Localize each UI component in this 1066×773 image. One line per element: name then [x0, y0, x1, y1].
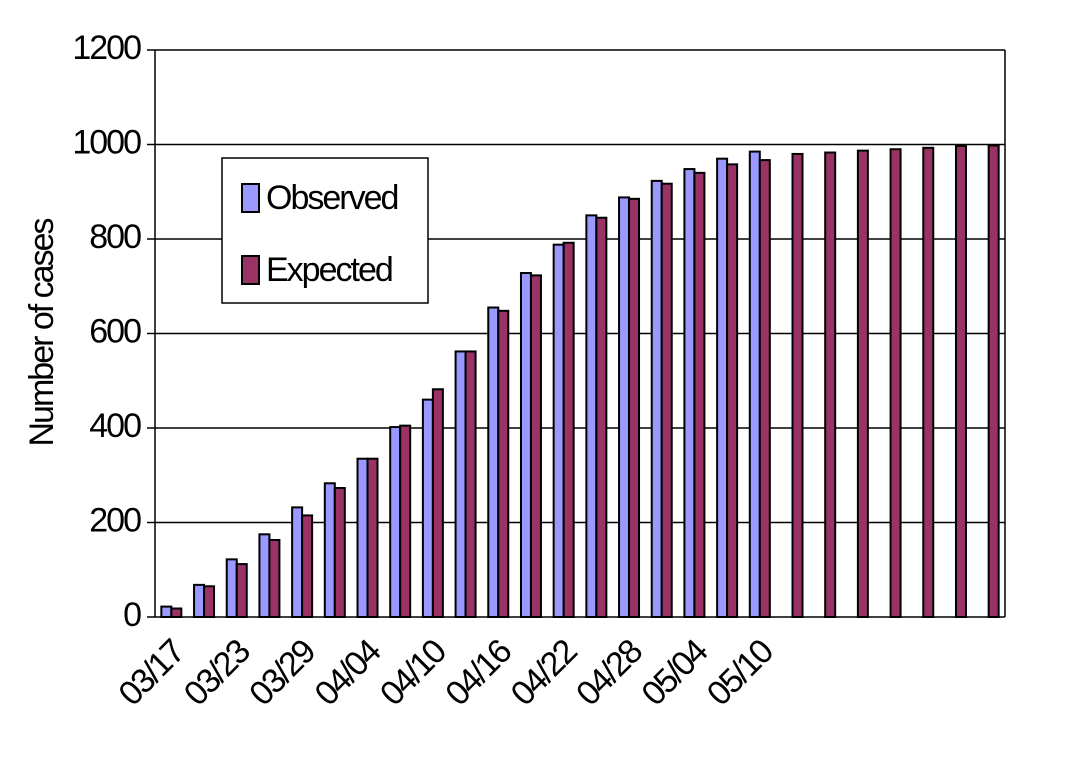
bar: [716, 157, 729, 619]
y-axis-label: Number of cases: [23, 219, 61, 447]
bar: [333, 487, 346, 618]
bar: [366, 457, 379, 618]
y-tick-label: 1000: [72, 123, 141, 161]
legend-label: Observed: [266, 179, 397, 217]
bar: [889, 148, 902, 618]
bar: [421, 398, 434, 618]
bar: [258, 533, 271, 618]
x-tick-label: 04/28: [569, 632, 650, 713]
x-tick-label: 03/17: [111, 632, 192, 713]
bar: [160, 605, 173, 618]
bar: [824, 151, 837, 618]
bar: [693, 171, 706, 618]
bar: [431, 388, 444, 618]
bar: [170, 607, 183, 618]
legend-label: Expected: [266, 251, 392, 289]
bar: [497, 309, 510, 618]
bar: [389, 426, 402, 618]
y-tick-label: 800: [89, 218, 141, 256]
x-tick-label: 04/10: [373, 632, 454, 713]
bar: [487, 306, 500, 618]
bar: [193, 583, 206, 618]
y-tick-label: 600: [89, 312, 141, 350]
bar: [301, 514, 314, 618]
bar: [618, 196, 631, 618]
bar: [356, 457, 369, 618]
bar: [856, 149, 869, 619]
bar: [922, 146, 935, 618]
y-tick-label: 400: [89, 407, 141, 445]
y-tick-label: 1200: [72, 29, 141, 67]
bar: [595, 216, 608, 619]
bar: [758, 159, 771, 618]
bar: [726, 163, 739, 618]
x-tick-label: 03/23: [177, 632, 258, 713]
bar: [552, 243, 565, 618]
bar: [464, 350, 477, 618]
bar: [529, 274, 542, 618]
bar: [628, 197, 641, 618]
bar: [650, 179, 663, 618]
x-tick-label: 05/10: [700, 632, 781, 713]
x-tick-label: 04/16: [438, 632, 519, 713]
y-tick-label: 200: [89, 501, 141, 539]
x-tick-label: 03/29: [242, 632, 323, 713]
bar: [323, 482, 336, 618]
legend-swatch: [241, 183, 260, 213]
bar: [454, 350, 467, 618]
bar: [562, 241, 575, 618]
bar: [268, 538, 281, 618]
bar: [683, 168, 696, 618]
legend-swatch: [241, 255, 260, 285]
bar: [660, 182, 673, 618]
x-tick-label: 05/04: [634, 632, 715, 713]
bar: [954, 144, 967, 618]
bar: [791, 152, 804, 618]
bar: [519, 272, 532, 618]
x-tick-label: 04/22: [504, 632, 585, 713]
bar: [235, 563, 248, 619]
bar: [225, 558, 238, 618]
bar: [585, 214, 598, 618]
bar: [987, 144, 1000, 618]
y-tick-label: 0: [123, 596, 141, 634]
bar: [748, 150, 761, 618]
bar: [203, 585, 216, 618]
bar: [291, 506, 304, 619]
x-tick-label: 04/04: [308, 632, 389, 713]
bar: [399, 424, 412, 619]
